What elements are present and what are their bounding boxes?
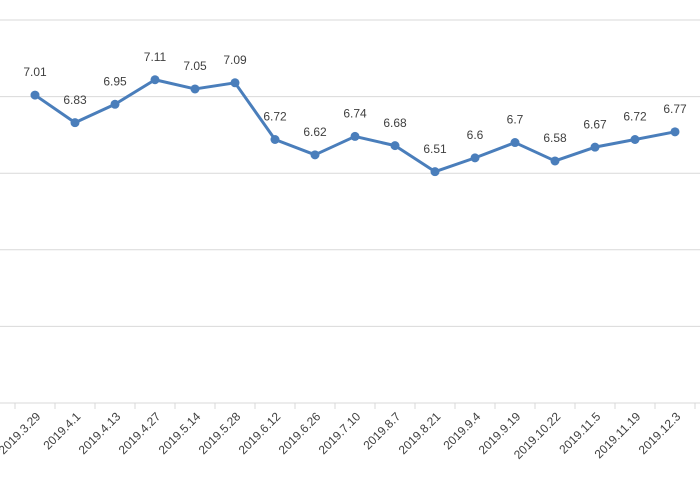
data-label: 6.72 [263, 110, 287, 124]
data-point [630, 134, 640, 144]
x-tick-label: 2019.7.10 [316, 409, 364, 457]
data-label: 6.6 [467, 128, 484, 142]
data-point [470, 153, 480, 163]
x-tick-label: 2019.5.28 [196, 409, 244, 457]
data-label: 6.68 [383, 116, 407, 130]
data-label: 6.77 [663, 102, 687, 116]
data-label: 6.74 [343, 107, 367, 121]
data-label: 7.01 [23, 65, 47, 79]
data-point [510, 138, 520, 148]
data-label: 7.11 [144, 50, 167, 64]
x-tick-label: 2019.6.12 [236, 409, 284, 457]
data-label: 6.58 [543, 131, 567, 145]
data-label: 7.09 [223, 53, 247, 67]
data-point [390, 141, 400, 151]
x-tick-label: 2019.8.21 [396, 409, 444, 457]
data-point [310, 150, 320, 160]
data-point [550, 156, 560, 166]
x-tick-label: 2019.4.27 [116, 409, 164, 457]
data-point [270, 134, 280, 144]
data-point [190, 84, 200, 94]
data-label: 7.05 [183, 59, 207, 73]
x-tick-label: 2019.6.26 [276, 409, 324, 457]
data-point [590, 142, 600, 152]
data-point [350, 131, 360, 141]
data-point [70, 118, 80, 128]
x-tick-label: 2019.3.29 [0, 409, 44, 457]
data-label: 6.7 [507, 113, 524, 127]
data-point [30, 90, 40, 100]
data-label: 6.51 [423, 142, 447, 156]
x-tick-label: 2019.4.13 [76, 409, 124, 457]
x-tick-label: 2019.12.3 [636, 409, 684, 457]
data-point [230, 78, 240, 88]
data-label: 6.62 [303, 125, 327, 139]
data-label: 6.95 [103, 74, 127, 88]
data-point [150, 75, 160, 85]
series-line [34, 78, 676, 174]
data-label: 6.67 [583, 117, 607, 131]
data-point [110, 99, 120, 109]
data-label: 6.83 [63, 93, 87, 107]
x-tick-label: 2019.5.14 [156, 409, 204, 457]
data-label: 6.72 [623, 110, 647, 124]
data-point [670, 127, 680, 137]
data-point [430, 167, 440, 177]
